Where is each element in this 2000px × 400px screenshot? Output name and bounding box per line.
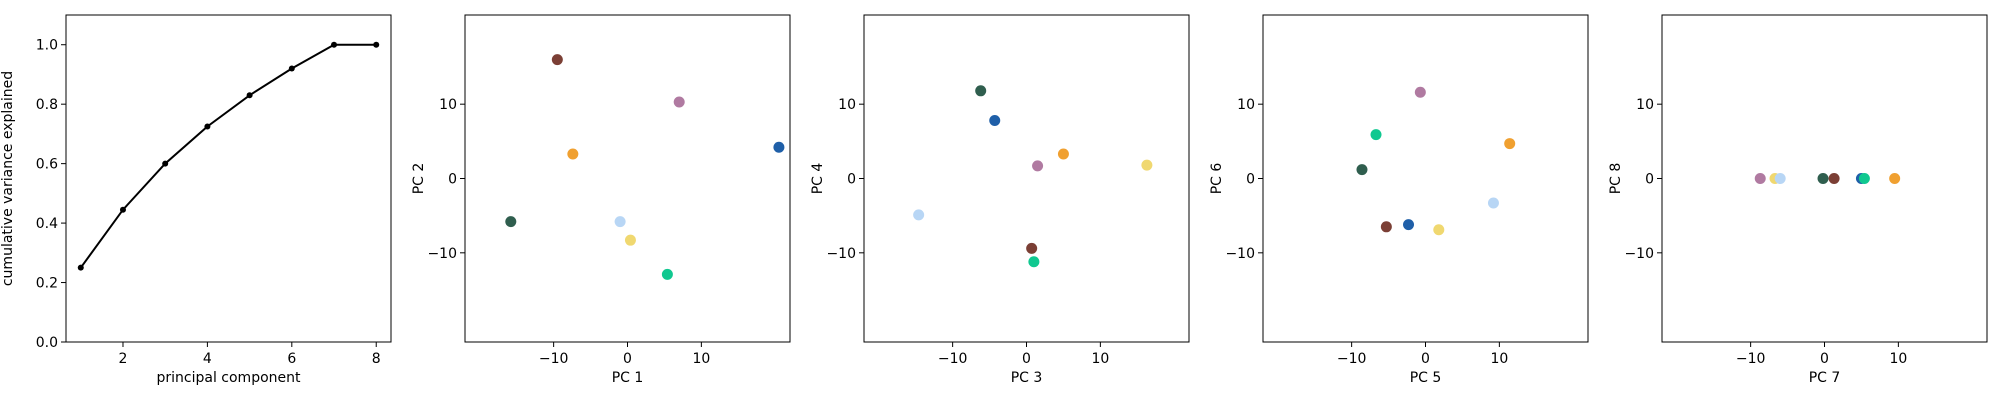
x-tick-label: −10 [1337,351,1367,367]
scatter-point [975,85,987,97]
scatter-point [1754,173,1766,184]
x-tick-label: 0 [1421,351,1430,367]
data-point [288,65,295,72]
scatter-point [1370,129,1382,141]
x-tick-label: 8 [372,351,381,367]
y-tick-label: 0.0 [36,335,58,351]
plot-frame [464,14,791,343]
x-axis-label: PC 1 [612,370,644,386]
x-tick-label: −10 [938,351,968,367]
x-tick-label: 10 [1091,351,1109,367]
y-axis-label: PC 8 [1608,163,1624,195]
data-point [162,160,169,167]
scatter-point [773,141,785,153]
scatter-point [661,268,673,280]
scatter-point [1032,160,1044,172]
scatter-point [1774,173,1786,184]
data-point [373,41,380,48]
data-point [77,264,84,271]
y-tick-label: −10 [1624,246,1654,262]
scatter-point [1356,164,1368,176]
scatter-point [913,209,925,221]
x-tick-label: 6 [287,351,296,367]
x-tick-label: −10 [1736,351,1766,367]
x-tick-label: 4 [203,351,212,367]
y-tick-label: −10 [427,246,457,262]
scatter-point [1433,224,1445,236]
scatter-point [1380,221,1392,233]
scatter-point [673,96,685,108]
scatter-point [1858,173,1870,184]
y-tick-label: −10 [826,246,856,262]
x-axis-label: PC 5 [1410,370,1442,386]
scatter-point [1403,219,1415,231]
scatter-point [624,234,636,246]
x-tick-label: 10 [1889,351,1907,367]
scatter-point [614,216,626,228]
plot-frame [863,14,1190,343]
y-axis-label: cumulative variance explained [0,71,16,286]
x-tick-label: 10 [1490,351,1508,367]
chart-panel-2: −10 0 10 −10 0 10 PC 1 PC 2 [411,14,791,386]
scatter-point [989,115,1001,127]
x-tick-label: 0 [1820,351,1829,367]
y-tick-label: 0 [1246,172,1255,188]
x-tick-label: 10 [692,351,710,367]
scatter-point [1828,173,1840,184]
y-tick-label: 0.6 [36,157,58,173]
scatter-point [1817,173,1829,184]
chart-panel-1: 2 4 6 8 0.0 0.2 0.4 0.6 0.8 1.0 principal componen… [0,14,392,386]
y-tick-label: 10 [1636,97,1654,113]
y-tick-label: 0 [448,172,457,188]
scatter-point [1414,86,1426,98]
x-axis-label: PC 3 [1011,370,1043,386]
scatter-point [1504,138,1516,150]
y-tick-label: 10 [1237,97,1255,113]
scatter-point [1487,197,1499,209]
scatter-point [1026,242,1038,254]
x-tick-label: 0 [623,351,632,367]
y-tick-label: 10 [439,97,457,113]
plot-frame [65,14,392,343]
y-tick-label: 1.0 [36,38,58,54]
data-point [204,123,211,130]
data-point [331,41,338,48]
y-tick-label: 0.2 [36,276,58,292]
y-tick-label: 0.8 [36,97,58,113]
y-tick-label: 0 [847,172,856,188]
scatter-point [1141,159,1153,171]
plot-frame [1262,14,1589,343]
y-tick-label: −10 [1225,246,1255,262]
y-axis-label: PC 2 [411,163,427,195]
scatter-point [1057,148,1069,160]
y-tick-label: 10 [838,97,856,113]
cumulative-variance-line [79,43,377,269]
chart-panel-4: −10 0 10 −10 0 10 PC 5 PC 6 [1209,14,1589,386]
y-tick-label: 0.4 [36,216,58,232]
y-axis-label: PC 4 [810,163,826,195]
y-tick-label: 0 [1645,172,1654,188]
x-axis-label: principal component [157,370,302,386]
scatter-point [567,148,579,160]
scatter-point [1028,256,1040,268]
data-point [119,206,126,213]
data-point [246,92,253,99]
chart-panel-5: −10 0 10 −10 0 10 PC 7 PC 8 [1608,14,1988,386]
scatter-point [1889,173,1901,184]
scatter-point [505,216,517,228]
x-tick-label: 2 [119,351,128,367]
x-tick-label: 0 [1022,351,1031,367]
x-axis-label: PC 7 [1809,370,1841,386]
chart-panel-3: −10 0 10 −10 0 10 PC 3 PC 4 [810,14,1190,386]
scatter-point [551,54,563,66]
x-tick-label: −10 [539,351,569,367]
y-axis-label: PC 6 [1209,163,1225,195]
